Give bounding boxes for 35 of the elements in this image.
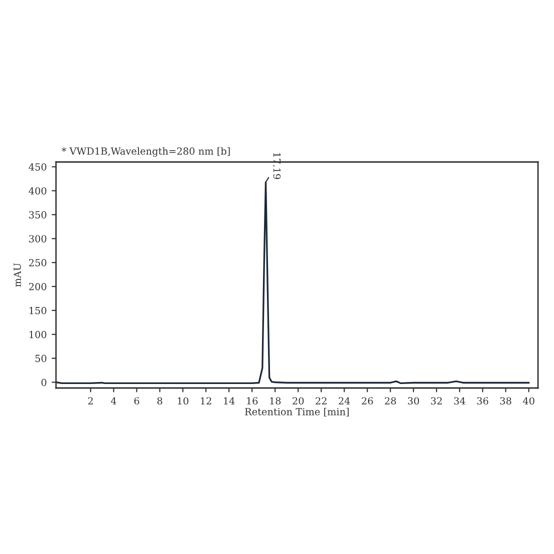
y-tick-label: 100 bbox=[30, 330, 46, 338]
y-tick-label: 400 bbox=[28, 187, 46, 195]
x-tick-label: 2 bbox=[88, 397, 93, 404]
x-tick-label: 30 bbox=[408, 397, 420, 405]
y-tick-label: 450 bbox=[28, 163, 46, 171]
line-series bbox=[56, 181, 530, 384]
x-tick-label: 20 bbox=[292, 397, 304, 405]
x-tick-label: 34 bbox=[454, 397, 466, 405]
chart-title: * VWD1B,Wavelength=280 nm [b] bbox=[62, 147, 230, 157]
y-tick-label: 200 bbox=[29, 282, 46, 290]
y-tick-label: 250 bbox=[29, 259, 46, 266]
y-tick-label: 150 bbox=[30, 306, 46, 314]
x-tick-label: 28 bbox=[384, 397, 396, 405]
x-tick-label: 24 bbox=[338, 397, 350, 404]
x-tick-label: 38 bbox=[500, 397, 512, 405]
x-tick-label: 18 bbox=[270, 397, 281, 405]
x-tick-label: 22 bbox=[316, 397, 326, 404]
x-tick-label: 16 bbox=[247, 397, 258, 405]
x-tick-label: 4 bbox=[110, 397, 116, 404]
x-tick-label: 14 bbox=[224, 397, 235, 404]
annotation: 17.19 bbox=[273, 153, 281, 180]
x-tick-label: 6 bbox=[134, 397, 140, 405]
x-tick-label: 8 bbox=[157, 397, 162, 405]
x-tick-label: 10 bbox=[178, 397, 188, 405]
x-tick-label: 12 bbox=[200, 397, 212, 404]
x-tick-label: 40 bbox=[522, 397, 534, 405]
y-tick-label: 350 bbox=[29, 211, 46, 218]
y-tick-label: 0 bbox=[41, 378, 46, 386]
x-tick-label: 26 bbox=[362, 397, 373, 405]
x-tick-label: 32 bbox=[431, 397, 442, 405]
y-tick-label: 300 bbox=[29, 235, 46, 242]
y-axis-title: mAU bbox=[14, 263, 21, 287]
x-tick-label: 36 bbox=[477, 397, 488, 405]
x-axis-title: Retention Time [min] bbox=[245, 408, 349, 416]
y-tick-label: 50 bbox=[35, 354, 46, 362]
